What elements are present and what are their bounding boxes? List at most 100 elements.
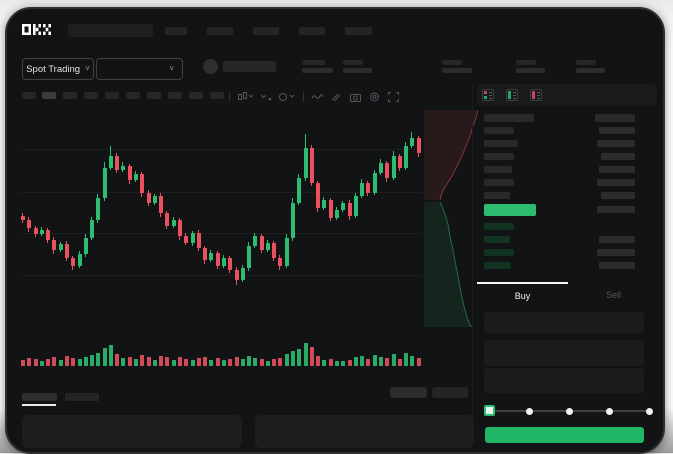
bottom-box-2[interactable]: [255, 415, 474, 448]
volume-bar: [329, 359, 333, 366]
camera-icon[interactable]: [349, 91, 362, 103]
slider-stop-dot[interactable]: [645, 407, 653, 415]
expand-icon[interactable]: [387, 91, 400, 103]
bid-row[interactable]: [477, 248, 659, 257]
candle-body: [410, 138, 414, 146]
volume-bar: [241, 359, 245, 366]
bottom-chip-2[interactable]: [432, 387, 468, 398]
chart-gridline: [20, 149, 422, 150]
slider-stop-dot[interactable]: [605, 407, 613, 415]
timeframe-button-3[interactable]: [63, 92, 77, 99]
settings-icon[interactable]: [368, 91, 381, 103]
volume-bar: [253, 358, 257, 366]
bid-price-bar: [484, 223, 514, 230]
candle-body: [304, 148, 308, 178]
okx-logo[interactable]: [22, 24, 52, 35]
ask-row[interactable]: [477, 139, 659, 148]
volume-bar: [159, 356, 163, 366]
depth-chart[interactable]: [424, 110, 478, 327]
ask-row[interactable]: [477, 152, 659, 161]
volume-bar: [59, 360, 63, 366]
book-both-icon[interactable]: [482, 89, 494, 101]
volume-bar: [410, 356, 414, 366]
ticker-stat-1-value: [302, 68, 333, 73]
candle-body: [140, 174, 144, 193]
pair-dropdown[interactable]: ˅: [96, 58, 183, 80]
timeframe-button-2[interactable]: [42, 92, 56, 99]
candles-icon[interactable]: [237, 91, 253, 103]
market-selector-button[interactable]: Spot Trading ˅: [22, 58, 94, 80]
candle-body: [354, 196, 358, 216]
slider-handle[interactable]: [484, 405, 495, 416]
amount-field[interactable]: [484, 340, 644, 366]
slider-stop-dot[interactable]: [525, 407, 533, 415]
nav-item-1[interactable]: [165, 27, 187, 35]
buy-submit-button[interactable]: [485, 427, 644, 443]
amount-slider[interactable]: [484, 404, 653, 418]
candle-body: [322, 200, 326, 208]
bottom-box-1[interactable]: [22, 415, 242, 448]
last-price-row[interactable]: [477, 204, 659, 217]
chart-gridline: [20, 233, 422, 234]
slider-stop-dot[interactable]: [565, 407, 573, 415]
wave-icon[interactable]: [311, 91, 324, 103]
candle-body: [385, 163, 389, 178]
total-field[interactable]: [484, 368, 644, 393]
volume-bar: [90, 355, 94, 366]
icon-line: [513, 92, 516, 93]
volume-bar: [197, 358, 201, 366]
icon-line: [537, 98, 540, 99]
candlestick-chart[interactable]: [20, 108, 422, 332]
bottom-tab-1[interactable]: [22, 393, 57, 401]
indicator-icon[interactable]: [278, 91, 296, 103]
timeframe-button-4[interactable]: [84, 92, 98, 99]
candle-body: [134, 174, 138, 180]
ask-row[interactable]: [477, 178, 659, 187]
bottom-chip-1[interactable]: [390, 387, 427, 398]
candle-body: [78, 254, 82, 266]
bid-price-bar: [484, 249, 514, 256]
timeframe-button-1[interactable]: [22, 92, 36, 99]
ask-price-bar: [484, 127, 514, 134]
candle-body: [241, 268, 245, 280]
price-field[interactable]: [484, 312, 644, 333]
candle-body: [209, 253, 213, 260]
candle-body: [216, 253, 220, 266]
volume-bar: [228, 359, 232, 366]
icon-line: [537, 95, 540, 96]
bid-row[interactable]: [477, 235, 659, 244]
candle-body: [417, 138, 421, 153]
ask-row[interactable]: [477, 165, 659, 174]
book-bids-icon[interactable]: [506, 89, 518, 101]
bid-amount-bar: [597, 249, 635, 256]
timeframe-button-10[interactable]: [210, 92, 224, 99]
bottom-panel: [0, 380, 474, 450]
avatar[interactable]: [203, 59, 218, 74]
timeframe-button-7[interactable]: [147, 92, 161, 99]
nav-item-3[interactable]: [253, 27, 279, 35]
nav-item-4[interactable]: [299, 27, 325, 35]
timeframe-button-5[interactable]: [105, 92, 119, 99]
timeframe-button-6[interactable]: [126, 92, 140, 99]
timeframe-button-8[interactable]: [168, 92, 182, 99]
bottom-tab-2[interactable]: [65, 393, 99, 401]
toolbar-divider: [228, 91, 231, 103]
candle-body: [96, 198, 100, 220]
brush-icon[interactable]: [330, 91, 343, 103]
nav-item-2[interactable]: [207, 27, 233, 35]
chevron-down-icon[interactable]: [259, 91, 272, 103]
nav-search-block[interactable]: [68, 24, 153, 37]
ask-row[interactable]: [477, 191, 659, 200]
bid-row[interactable]: [477, 222, 659, 231]
book-asks-icon[interactable]: [530, 89, 542, 101]
tab-buy[interactable]: Buy: [477, 282, 568, 308]
tab-sell[interactable]: Sell: [568, 282, 659, 308]
ask-amount-bar: [597, 179, 635, 186]
volume-bar: [34, 359, 38, 366]
nav-item-5[interactable]: [345, 27, 372, 35]
timeframe-button-9[interactable]: [189, 92, 203, 99]
bid-row[interactable]: [477, 261, 659, 270]
icon-ask-mark: [484, 91, 487, 94]
volume-bar: [134, 359, 138, 366]
ask-row[interactable]: [477, 126, 659, 135]
